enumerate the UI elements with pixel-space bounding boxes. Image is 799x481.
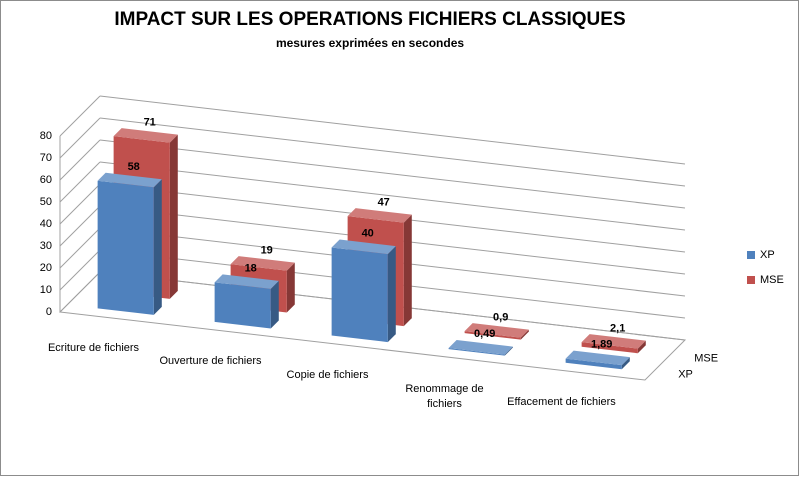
bar-side (504, 346, 513, 356)
y-tick-label: 30 (40, 240, 52, 252)
grid-line (99, 117, 686, 187)
legend-swatch (747, 276, 755, 284)
x-tick-label: Ouverture de fichiers (159, 355, 262, 368)
y-tick-label: 70 (40, 152, 52, 164)
bar-top (464, 323, 529, 338)
bar-top (448, 340, 513, 355)
bar (214, 282, 271, 329)
bar-side (153, 179, 162, 315)
x-tick-label-box: Copie de fichiers (286, 369, 369, 381)
x-tick-label: Renommage de fichiers (405, 382, 484, 410)
bar-side (169, 134, 178, 299)
bar-side (520, 329, 529, 340)
bar (448, 348, 505, 356)
legend-label: XP (760, 249, 775, 261)
x-tick-label-box: Effacement de fichiers (507, 396, 616, 409)
x-tick-label: Copie de fichiers (286, 369, 369, 381)
data-label: 58 (128, 161, 140, 173)
grid-line (59, 95, 101, 137)
grid-line (59, 249, 101, 291)
grid-line (59, 139, 101, 181)
x-tick-label-box: Ouverture de fichiers (159, 355, 262, 368)
bar-side (621, 357, 630, 370)
bar-top (214, 274, 279, 289)
y-tick-label: 60 (40, 174, 52, 186)
bar (581, 342, 638, 354)
z-tick-label: XP (678, 369, 693, 381)
data-label: 47 (378, 196, 390, 208)
y-tick-label: 20 (40, 262, 52, 274)
grid-line (99, 95, 686, 165)
chart-subtitle: mesures exprimées en secondes (276, 36, 464, 50)
data-label: 2,1 (610, 322, 625, 334)
chart-title: IMPACT SUR LES OPERATIONS FICHIERS CLASS… (114, 9, 625, 30)
bar (565, 358, 622, 370)
x-tick-label: Ecriture de fichiers (47, 341, 140, 354)
grid-line (59, 183, 101, 225)
data-label: 0,49 (474, 328, 495, 340)
data-label: 18 (245, 263, 257, 275)
legend-swatch (747, 251, 755, 259)
grid-line (99, 161, 686, 231)
bar-top (331, 239, 396, 255)
grid-line (59, 161, 101, 203)
bar-side (403, 214, 412, 327)
y-tick-label: 80 (40, 130, 52, 142)
bar-top (347, 208, 412, 223)
bar-side (286, 262, 295, 313)
bar-top (230, 256, 295, 271)
z-tick-label: MSE (694, 353, 718, 365)
data-label: 1,89 (591, 339, 612, 351)
grid-line (59, 205, 101, 247)
grid-line (59, 271, 101, 313)
x-tick-label: Effacement de fichiers (507, 396, 616, 409)
bar-top (565, 350, 630, 366)
bar (331, 247, 388, 343)
bar-side (387, 246, 396, 343)
y-tick-label: 50 (40, 196, 52, 208)
data-label: 71 (144, 116, 156, 128)
data-label: 40 (362, 228, 374, 240)
y-tick-label: 0 (46, 306, 52, 318)
bar (97, 180, 154, 315)
legend-label: MSE (760, 274, 784, 286)
bar-top (113, 128, 178, 143)
bar (464, 331, 521, 340)
data-label: 0,9 (493, 311, 508, 323)
bar-side (637, 340, 646, 354)
y-tick-label: 10 (40, 284, 52, 296)
bar-top (581, 334, 646, 349)
bar-side (270, 280, 279, 329)
bar-top (97, 172, 162, 188)
x-tick-label-box: Ecriture de fichiers (47, 341, 140, 354)
data-label: 19 (261, 244, 273, 256)
grid-line (59, 227, 101, 269)
x-tick-label-box: Renommage de fichiers (405, 382, 484, 410)
y-tick-label: 40 (40, 218, 52, 230)
grid-line (99, 139, 686, 209)
grid-line (59, 117, 101, 159)
